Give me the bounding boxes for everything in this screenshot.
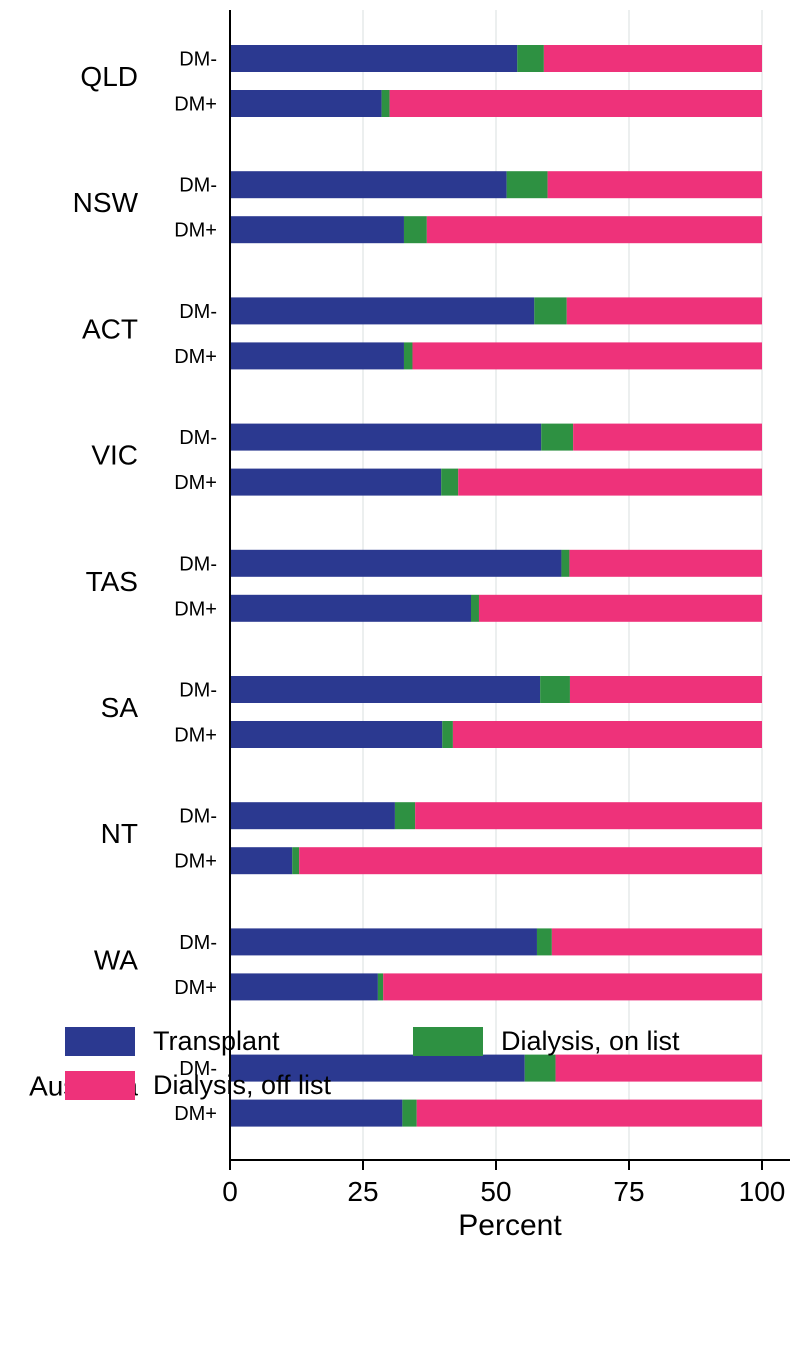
group-label-nt: NT [101, 818, 138, 849]
bar-label-sa-dm: DM+ [174, 725, 217, 747]
group-label-qld: QLD [80, 61, 138, 92]
bar-act-dm-dialysis-on-list [403, 342, 413, 370]
bar-sa-dm-dialysis-off-list [569, 676, 762, 703]
bar-wa-dm-dialysis-on-list [377, 973, 384, 1001]
bar-australia-dm-dialysis-on-list [402, 1099, 417, 1127]
bar-qld-dm-dialysis-off-list [543, 45, 762, 72]
bar-qld-dm-transplant [230, 90, 382, 117]
bar-sa-dm-dialysis-on-list [442, 721, 453, 748]
bar-vic-dm-dialysis-off-list [573, 423, 762, 451]
bar-nsw-dm-dialysis-off-list [547, 171, 762, 199]
bar-wa-dm-dialysis-on-list [536, 928, 552, 956]
bar-label-nt-dm: DM+ [174, 851, 217, 873]
bar-nt-dm-dialysis-off-list [299, 847, 762, 875]
bar-act-dm-transplant [230, 342, 404, 370]
group-label-nsw: NSW [73, 187, 139, 218]
bar-sa-dm-dialysis-on-list [540, 676, 570, 703]
bar-tas-dm-dialysis-off-list [478, 594, 762, 622]
bar-act-dm-transplant [230, 297, 535, 325]
bar-nsw-dm-dialysis-on-list [403, 216, 427, 244]
x-tick-label-75: 75 [613, 1176, 644, 1207]
bar-label-sa-dm: DM- [179, 680, 217, 702]
bar-australia-dm-transplant [230, 1099, 403, 1127]
bar-australia-dm-dialysis-on-list [524, 1054, 556, 1082]
bar-australia-dm-transplant [230, 1054, 525, 1082]
bar-nsw-dm-dialysis-off-list [426, 216, 762, 244]
group-label-tas: TAS [86, 566, 138, 597]
bar-label-qld-dm: DM+ [174, 94, 217, 116]
bar-vic-dm-dialysis-on-list [441, 468, 459, 496]
bar-label-australia-dm: DM- [179, 1058, 217, 1080]
bar-label-tas-dm: DM- [179, 553, 217, 575]
bar-label-tas-dm: DM+ [174, 598, 217, 620]
bar-tas-dm-dialysis-on-list [470, 594, 479, 622]
bar-qld-dm-dialysis-on-list [517, 45, 544, 72]
bar-tas-dm-transplant [230, 549, 562, 577]
bar-nsw-dm-transplant [230, 171, 507, 199]
x-axis-title: Percent [458, 1209, 562, 1242]
bar-nt-dm-dialysis-on-list [292, 847, 300, 875]
bar-label-nsw-dm: DM+ [174, 220, 217, 242]
bar-tas-dm-dialysis-on-list [561, 549, 570, 577]
bar-label-wa-dm: DM- [179, 932, 217, 954]
bar-label-nsw-dm: DM- [179, 175, 217, 197]
bar-nt-dm-dialysis-on-list [394, 802, 416, 830]
bar-nsw-dm-dialysis-on-list [506, 171, 548, 199]
bar-act-dm-dialysis-off-list [566, 297, 762, 325]
bar-label-qld-dm: DM- [179, 49, 217, 71]
bar-wa-dm-transplant [230, 973, 378, 1001]
bar-australia-dm-dialysis-off-list [416, 1099, 762, 1127]
bar-label-australia-dm: DM+ [174, 1103, 217, 1125]
bar-label-vic-dm: DM- [179, 427, 217, 449]
bar-nt-dm-dialysis-off-list [415, 802, 762, 830]
bar-label-nt-dm: DM- [179, 806, 217, 828]
group-label-sa: SA [101, 692, 139, 723]
bar-tas-dm-transplant [230, 594, 471, 622]
bar-vic-dm-transplant [230, 468, 442, 496]
bar-label-vic-dm: DM+ [174, 472, 217, 494]
group-label-act: ACT [82, 313, 138, 344]
bar-wa-dm-dialysis-off-list [551, 928, 762, 956]
x-tick-label-50: 50 [480, 1176, 511, 1207]
bar-sa-dm-dialysis-off-list [452, 721, 762, 748]
bar-sa-dm-transplant [230, 676, 541, 703]
bar-label-act-dm: DM- [179, 301, 217, 323]
group-label-vic: VIC [91, 440, 138, 471]
bar-tas-dm-dialysis-off-list [569, 549, 762, 577]
bar-label-wa-dm: DM+ [174, 977, 217, 999]
x-tick-label-0: 0 [222, 1176, 238, 1207]
bar-nt-dm-transplant [230, 802, 395, 830]
bar-sa-dm-transplant [230, 721, 443, 748]
bar-nsw-dm-transplant [230, 216, 404, 244]
bar-wa-dm-dialysis-off-list [383, 973, 762, 1001]
bar-vic-dm-dialysis-off-list [458, 468, 762, 496]
x-tick-label-25: 25 [347, 1176, 378, 1207]
bar-label-act-dm: DM+ [174, 346, 217, 368]
bar-qld-dm-transplant [230, 45, 518, 72]
bar-qld-dm-dialysis-on-list [381, 90, 390, 117]
x-tick-label-100: 100 [739, 1176, 786, 1207]
bar-vic-dm-dialysis-on-list [541, 423, 574, 451]
bar-australia-dm-dialysis-off-list [555, 1054, 762, 1082]
bar-wa-dm-transplant [230, 928, 537, 956]
group-label-australia: Australia [29, 1071, 138, 1102]
bar-nt-dm-transplant [230, 847, 293, 875]
bar-vic-dm-transplant [230, 423, 542, 451]
bar-act-dm-dialysis-on-list [534, 297, 567, 325]
group-label-wa: WA [94, 944, 138, 975]
bar-act-dm-dialysis-off-list [412, 342, 762, 370]
bar-qld-dm-dialysis-off-list [389, 90, 762, 117]
